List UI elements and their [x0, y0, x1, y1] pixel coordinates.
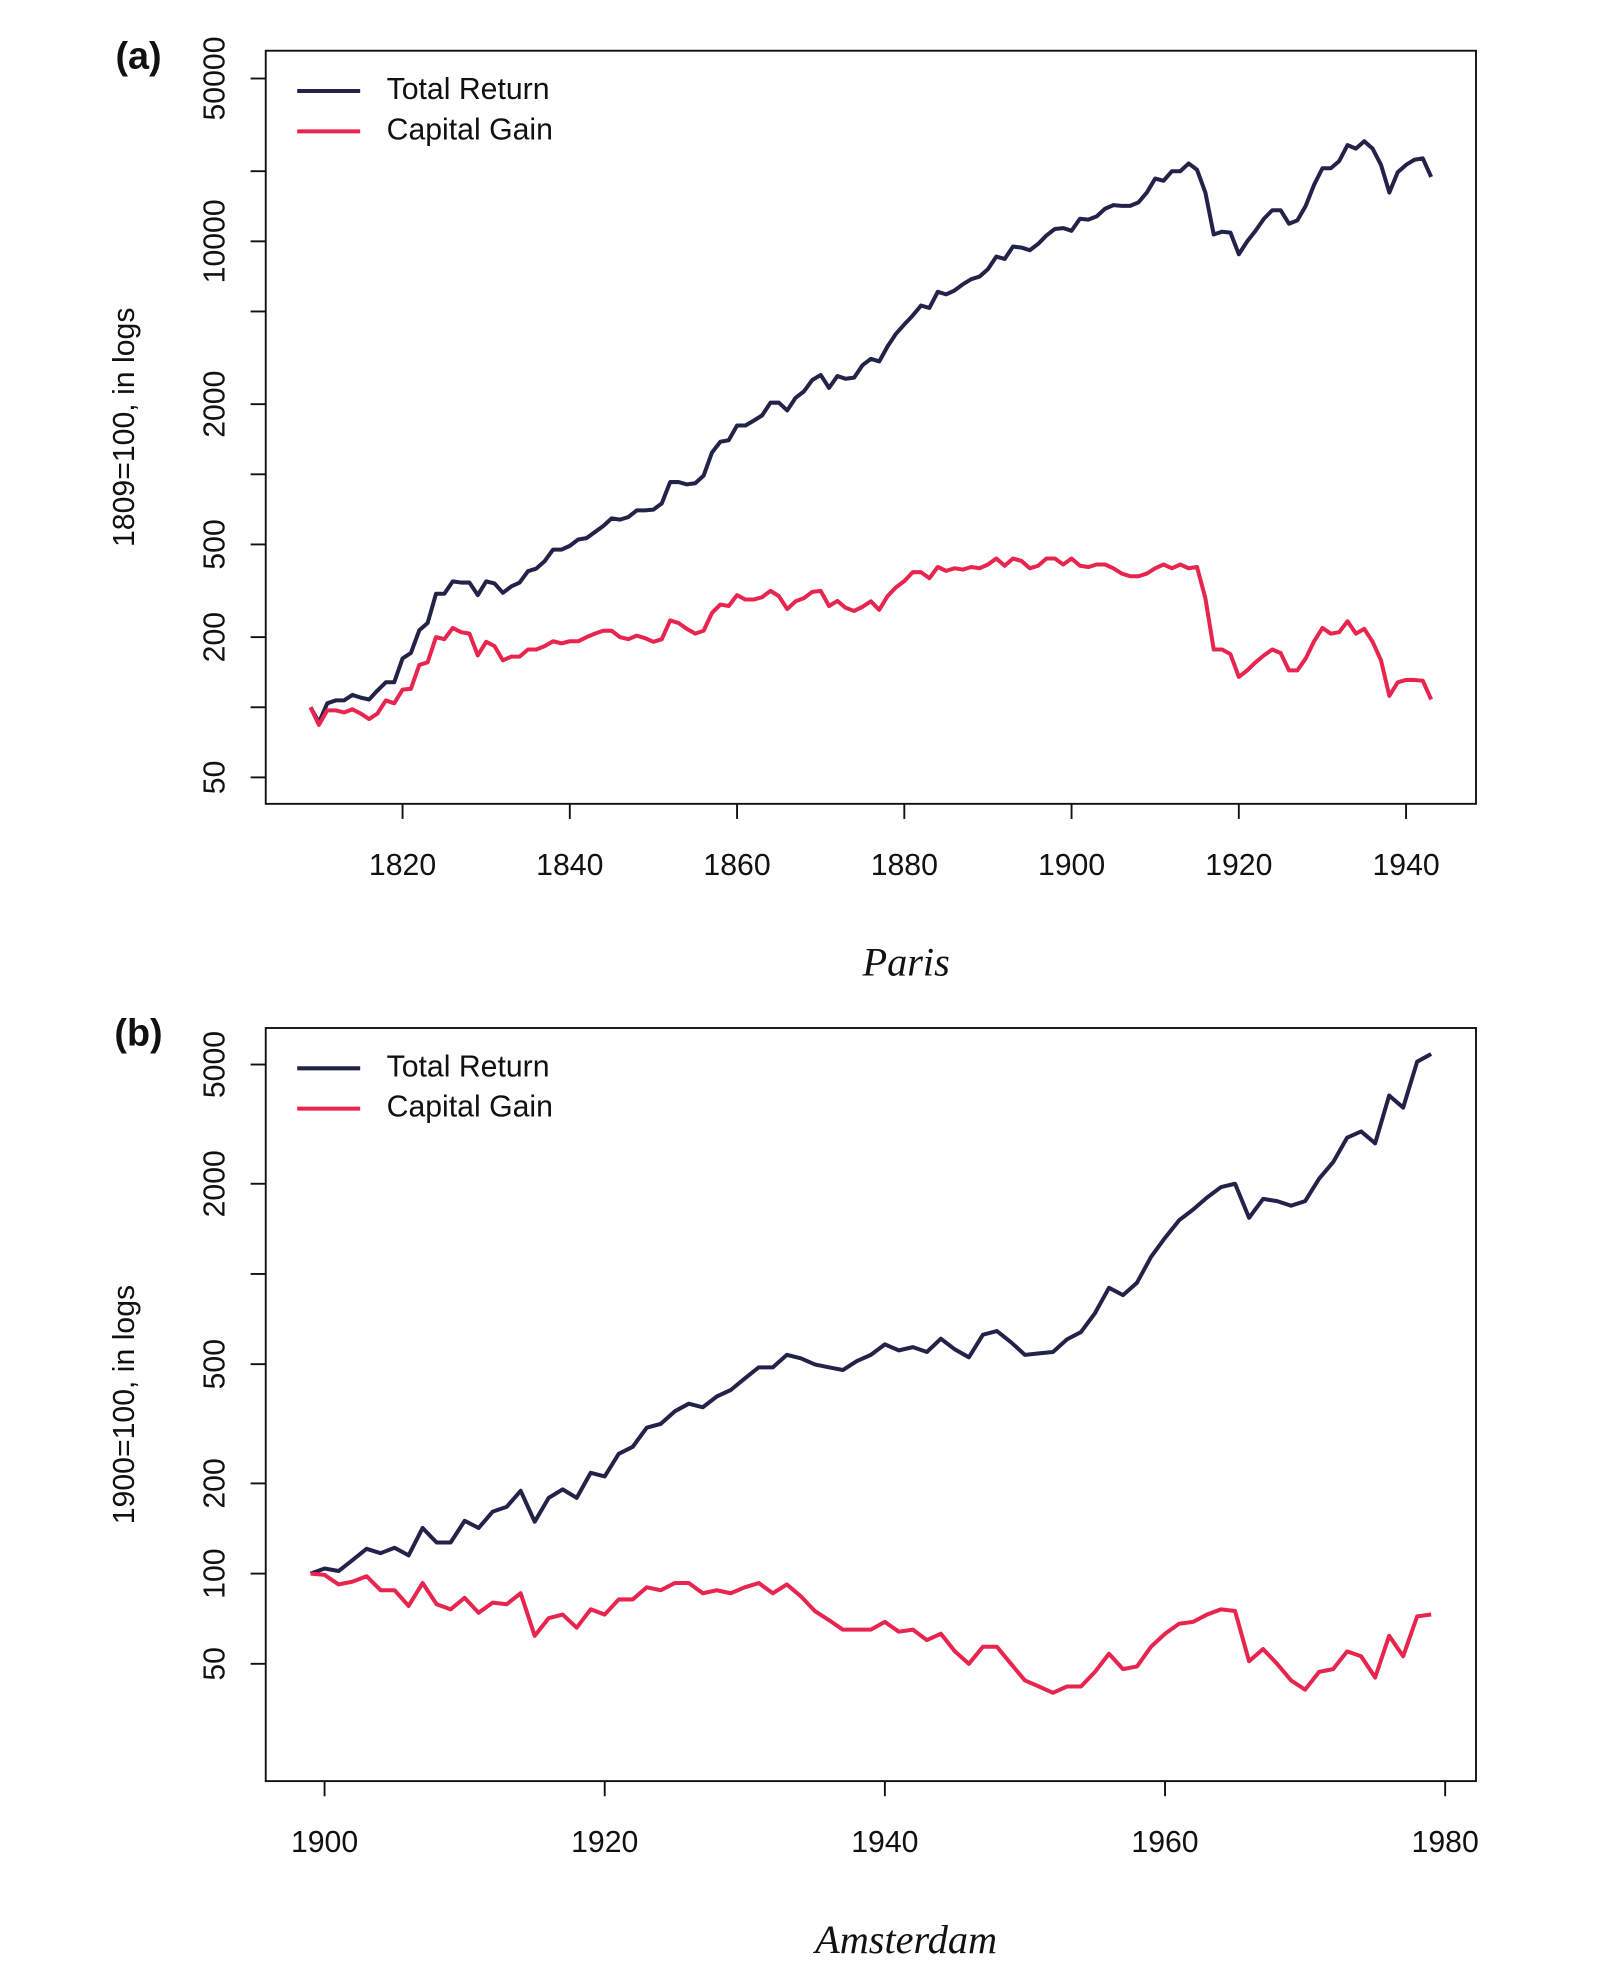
series-line — [310, 1571, 1432, 1695]
x-tick-label: 1860 — [703, 849, 770, 882]
y-tick-label: 500 — [199, 1339, 232, 1389]
legend-label: Capital Gain — [387, 1091, 553, 1124]
x-tick-label: 1920 — [1205, 849, 1272, 882]
legend-label: Total Return — [387, 1050, 550, 1083]
y-tick-label: 2000 — [199, 371, 232, 438]
y-tick-label: 200 — [199, 1458, 232, 1508]
x-tick-label: 1940 — [851, 1826, 918, 1859]
plot-frame — [264, 1027, 1477, 1783]
y-axis-label: 1809=100, in logs — [108, 308, 141, 547]
chart-title: Amsterdam — [812, 1917, 997, 1962]
y-tick-label: 100 — [199, 1548, 232, 1598]
x-tick-label: 1920 — [571, 1826, 638, 1859]
panel-label: (b) — [114, 1013, 162, 1055]
legend-label: Capital Gain — [387, 113, 553, 146]
plot-frame — [264, 49, 1477, 805]
x-tick-label: 1820 — [369, 849, 436, 882]
y-tick-label: 50 — [199, 1647, 232, 1681]
x-tick-label: 1980 — [1412, 1826, 1479, 1859]
y-tick-label: 500 — [199, 519, 232, 569]
panel-label: (a) — [115, 35, 161, 77]
chart-title: Paris — [861, 940, 949, 985]
x-tick-label: 1880 — [871, 849, 938, 882]
x-tick-label: 1840 — [536, 849, 603, 882]
y-tick-label: 50000 — [199, 36, 232, 120]
y-tick-label: 200 — [199, 612, 232, 662]
series-line — [309, 1052, 1433, 1576]
series-line — [308, 556, 1434, 727]
y-tick-label: 5000 — [199, 1031, 232, 1098]
x-tick-label: 1960 — [1131, 1826, 1198, 1859]
x-tick-label: 1900 — [1038, 849, 1105, 882]
series-line — [308, 139, 1434, 725]
y-tick-label: 2000 — [199, 1150, 232, 1217]
x-tick-label: 1940 — [1372, 849, 1439, 882]
y-axis-label: 1900=100, in logs — [108, 1285, 141, 1524]
y-tick-label: 10000 — [199, 199, 232, 283]
y-tick-label: 50 — [199, 761, 232, 795]
x-tick-label: 1900 — [291, 1826, 358, 1859]
legend-label: Total Return — [387, 73, 550, 106]
